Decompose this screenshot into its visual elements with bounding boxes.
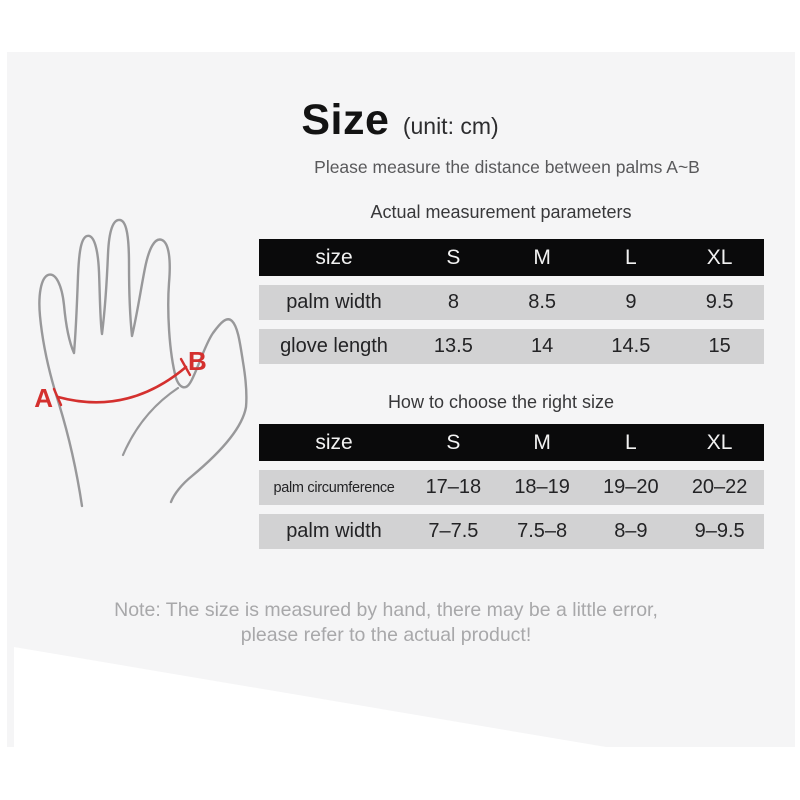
column-header-s: S (446, 430, 461, 454)
table-row: palm circumference 17–18 18–19 19–20 20–… (259, 470, 764, 505)
table-header-row: size S M L XL (259, 239, 764, 276)
column-header-xl: XL (706, 430, 733, 454)
column-header-xl: XL (706, 245, 733, 269)
table-cell: 20–22 (691, 476, 748, 498)
label-b: B (188, 346, 207, 376)
title-row: Size (unit: cm) (0, 96, 800, 145)
subtitle: Please measure the distance between palm… (314, 157, 700, 177)
column-header-size: size (315, 430, 353, 454)
table-cell: 8–9 (614, 520, 648, 542)
table-cell: 9–9.5 (694, 520, 745, 542)
label-a: A (34, 383, 53, 413)
table-row: palm width 8 8.5 9 9.5 (259, 285, 764, 320)
table-cell: 13.5 (433, 335, 473, 357)
table-cell: 8.5 (528, 291, 557, 313)
table-header-row: size S M L XL (259, 424, 764, 461)
measure-tick-a (52, 387, 63, 407)
section-heading-measurement: Actual measurement parameters (370, 202, 632, 222)
column-header-s: S (446, 245, 461, 269)
table-cell: 7.5–8 (517, 520, 568, 542)
table-cell: 19–20 (603, 476, 659, 498)
table-cell: 9 (625, 291, 637, 313)
palm-crease-line (121, 386, 180, 457)
table-row: palm width 7–7.5 7.5–8 8–9 9–9.5 (259, 514, 764, 549)
table-cell: 17–18 (425, 476, 482, 498)
row-label: palm width (286, 520, 382, 542)
page-title: Size (301, 96, 390, 144)
table-cell: 7–7.5 (428, 520, 479, 542)
choose-size-table: size S M L XL palm circumference 17–18 1… (259, 424, 764, 549)
title-unit: (unit: cm) (402, 113, 499, 139)
table-cell: 9.5 (705, 291, 734, 313)
row-label: palm circumference (273, 479, 395, 496)
note-line-1: Note: The size is measured by hand, ther… (114, 599, 658, 621)
gray-panel (7, 52, 795, 747)
column-header-m: M (533, 430, 551, 454)
measure-curve (56, 365, 188, 404)
hand-diagram-svg: A B (34, 218, 248, 508)
table-cell: 14.5 (611, 335, 651, 357)
section-heading-choose-size: How to choose the right size (387, 392, 615, 412)
table-cell: 15 (708, 335, 731, 357)
row-label: glove length (280, 335, 388, 357)
table-cell: 8 (447, 291, 459, 313)
column-header-m: M (533, 245, 551, 269)
measurement-table: size S M L XL palm width 8 8.5 9 9.5 glo… (259, 239, 764, 364)
table-row: glove length 13.5 14 14.5 15 (259, 329, 764, 364)
note-line-2: please refer to the actual product! (240, 624, 532, 646)
hand-illustration: A B (20, 210, 250, 510)
table-cell: 18–19 (514, 476, 570, 498)
table-cell: 14 (531, 335, 554, 357)
row-label: palm width (286, 291, 382, 313)
column-header-l: L (625, 245, 637, 269)
note-text: Note: The size is measured by hand, ther… (0, 598, 772, 648)
hand-outline (38, 218, 248, 508)
column-header-l: L (625, 430, 637, 454)
measure-tick-b (179, 357, 192, 377)
column-header-size: size (315, 245, 353, 269)
